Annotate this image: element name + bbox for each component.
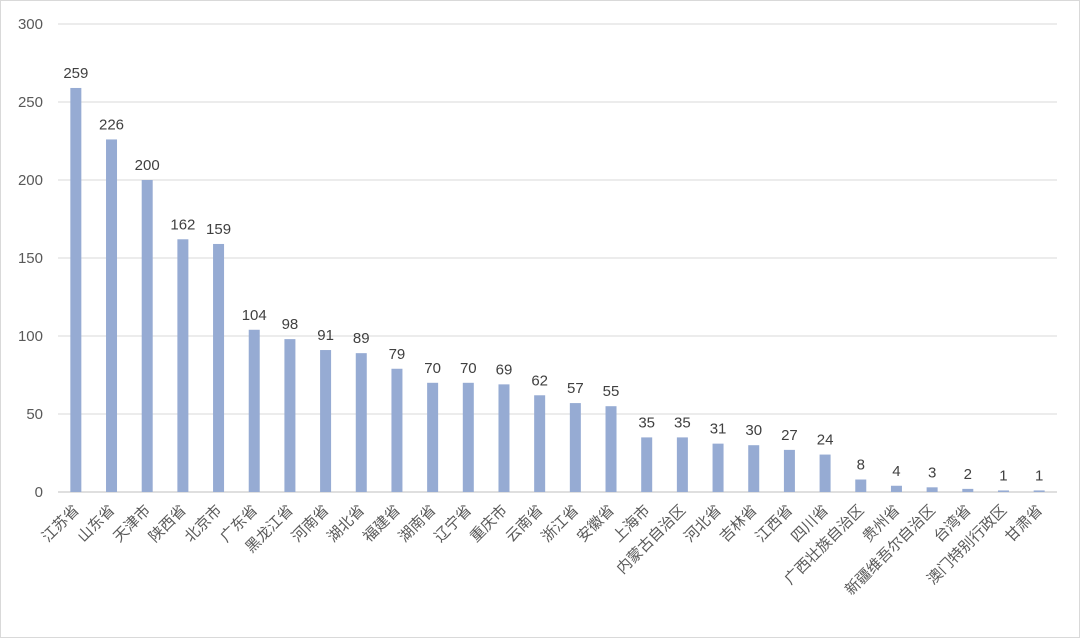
data-label: 2 <box>964 466 972 483</box>
data-label: 35 <box>674 414 691 431</box>
x-tick-label: 安徽省 <box>574 502 618 546</box>
data-label: 24 <box>817 432 834 449</box>
x-tick-label: 吉林省 <box>717 502 761 546</box>
bar <box>748 445 760 492</box>
data-label: 1 <box>1035 467 1043 484</box>
bar <box>962 488 974 492</box>
bar <box>534 395 546 492</box>
data-label: 70 <box>424 360 441 377</box>
x-tick-label: 陕西省 <box>146 502 190 546</box>
bar <box>177 239 189 492</box>
bar <box>462 382 474 492</box>
x-tick-label: 辽宁省 <box>431 502 475 546</box>
x-tick-label: 湖南省 <box>396 502 440 546</box>
y-tick-label: 150 <box>18 250 43 267</box>
data-label: 104 <box>242 307 267 324</box>
x-tick-label: 山东省 <box>74 502 118 546</box>
y-tick-label: 50 <box>26 406 43 423</box>
bar <box>569 403 581 492</box>
bar <box>106 139 118 492</box>
data-label: 30 <box>745 422 762 439</box>
data-label: 27 <box>781 427 798 444</box>
data-label: 162 <box>170 216 195 233</box>
x-tick-label: 河北省 <box>681 502 725 546</box>
bar <box>819 454 831 492</box>
bar <box>320 350 332 492</box>
data-label: 79 <box>389 346 406 363</box>
bar <box>641 437 653 492</box>
x-tick-label: 天津市 <box>110 502 154 546</box>
bar <box>997 490 1009 492</box>
data-label: 91 <box>317 327 334 344</box>
bar <box>70 87 82 493</box>
data-label: 31 <box>710 421 727 438</box>
bar <box>248 329 260 492</box>
data-label: 1 <box>999 467 1007 484</box>
x-tick-label: 湖北省 <box>324 502 368 546</box>
x-tick-label: 江苏省 <box>39 502 83 546</box>
bar <box>355 353 367 492</box>
data-label: 55 <box>603 383 620 400</box>
bar <box>855 479 867 492</box>
x-tick-label: 江西省 <box>752 502 796 546</box>
x-tick-label: 甘肃省 <box>1002 502 1046 546</box>
bar <box>926 487 938 492</box>
data-label: 8 <box>857 457 865 474</box>
x-tick-label: 河南省 <box>289 502 333 546</box>
data-label: 159 <box>206 221 231 238</box>
bar <box>783 449 795 492</box>
y-tick-label: 250 <box>18 94 43 111</box>
data-label: 70 <box>460 360 477 377</box>
bar <box>605 406 617 492</box>
bar <box>427 382 439 492</box>
bar <box>213 243 225 492</box>
y-tick-label: 0 <box>35 484 43 501</box>
x-tick-label: 浙江省 <box>538 502 582 546</box>
y-tick-label: 100 <box>18 328 43 345</box>
x-tick-label: 福建省 <box>360 502 404 546</box>
bar <box>1033 490 1045 492</box>
bar <box>284 339 296 492</box>
data-label: 3 <box>928 464 936 481</box>
data-label: 35 <box>638 414 655 431</box>
bar <box>141 180 153 492</box>
bar <box>676 437 688 492</box>
y-tick-label: 300 <box>18 16 43 33</box>
bar <box>890 485 902 492</box>
data-label: 200 <box>135 157 160 174</box>
data-label: 57 <box>567 380 584 397</box>
bar <box>712 443 724 492</box>
x-tick-label: 重庆市 <box>467 502 511 546</box>
bar <box>391 368 403 492</box>
data-label: 89 <box>353 330 370 347</box>
x-tick-label: 北京市 <box>182 502 226 546</box>
data-label: 259 <box>63 65 88 82</box>
data-label: 62 <box>531 372 548 389</box>
bar <box>498 384 510 492</box>
data-label: 226 <box>99 116 124 133</box>
x-tick-label: 云南省 <box>503 502 547 546</box>
data-label: 98 <box>282 316 299 333</box>
data-label: 4 <box>892 463 900 480</box>
y-tick-label: 200 <box>18 172 43 189</box>
data-label: 69 <box>496 361 513 378</box>
